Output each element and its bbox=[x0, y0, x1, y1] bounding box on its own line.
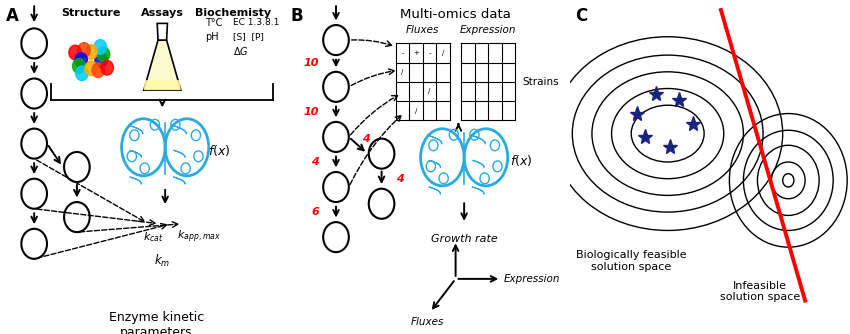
Text: 6: 6 bbox=[311, 207, 319, 217]
Text: -: - bbox=[401, 50, 404, 56]
Circle shape bbox=[69, 45, 82, 60]
Text: 10: 10 bbox=[303, 107, 319, 117]
Text: 4: 4 bbox=[361, 134, 370, 144]
Text: Enzyme kinetic
parameters: Enzyme kinetic parameters bbox=[109, 311, 204, 334]
Polygon shape bbox=[144, 40, 181, 90]
Text: $f(x)$: $f(x)$ bbox=[510, 153, 532, 168]
Text: $k_{app, max}$: $k_{app, max}$ bbox=[178, 229, 221, 245]
Text: Structure: Structure bbox=[61, 8, 121, 18]
Circle shape bbox=[76, 66, 88, 80]
Text: $\Delta G$: $\Delta G$ bbox=[234, 45, 249, 57]
Text: 4: 4 bbox=[396, 174, 404, 184]
Circle shape bbox=[95, 53, 107, 67]
Text: Multi-omics data: Multi-omics data bbox=[400, 8, 511, 21]
Text: B: B bbox=[291, 7, 303, 25]
Circle shape bbox=[97, 47, 110, 62]
Text: Assays: Assays bbox=[141, 8, 184, 18]
Circle shape bbox=[72, 58, 85, 73]
Circle shape bbox=[94, 40, 106, 54]
Text: [S]  [P]: [S] [P] bbox=[234, 32, 264, 41]
Text: Strains: Strains bbox=[523, 77, 559, 87]
Text: 4: 4 bbox=[311, 157, 319, 167]
Text: Fluxes: Fluxes bbox=[406, 25, 439, 35]
Text: /: / bbox=[401, 69, 404, 75]
Text: /: / bbox=[415, 108, 417, 114]
Text: T°C: T°C bbox=[205, 18, 223, 28]
Text: $k_m$: $k_m$ bbox=[154, 253, 171, 269]
Text: EC 1.3.8.1: EC 1.3.8.1 bbox=[234, 18, 280, 27]
Text: Expression: Expression bbox=[460, 25, 517, 35]
Text: $k_{cat}$: $k_{cat}$ bbox=[144, 230, 164, 244]
Polygon shape bbox=[157, 23, 167, 40]
Circle shape bbox=[101, 60, 113, 75]
Circle shape bbox=[92, 63, 105, 77]
Text: Biologically feasible
solution space: Biologically feasible solution space bbox=[576, 250, 687, 272]
Text: Growth rate: Growth rate bbox=[431, 234, 497, 244]
Text: pH: pH bbox=[205, 32, 218, 42]
Text: Infeasible
solution space: Infeasible solution space bbox=[720, 281, 801, 302]
Text: C: C bbox=[575, 7, 587, 25]
Text: Fluxes: Fluxes bbox=[411, 317, 444, 327]
Text: -: - bbox=[428, 50, 431, 56]
Text: $f(x)$: $f(x)$ bbox=[208, 143, 230, 158]
Circle shape bbox=[85, 61, 98, 76]
Text: 10: 10 bbox=[303, 58, 319, 68]
Text: +: + bbox=[413, 50, 419, 56]
Circle shape bbox=[77, 43, 90, 57]
Text: Expression: Expression bbox=[504, 274, 560, 284]
Polygon shape bbox=[144, 80, 181, 90]
Text: /: / bbox=[428, 89, 431, 95]
Circle shape bbox=[75, 53, 88, 67]
Text: A: A bbox=[6, 7, 19, 25]
Text: Biochemisty: Biochemisty bbox=[196, 8, 271, 18]
Circle shape bbox=[85, 44, 98, 59]
Text: /: / bbox=[442, 50, 445, 56]
